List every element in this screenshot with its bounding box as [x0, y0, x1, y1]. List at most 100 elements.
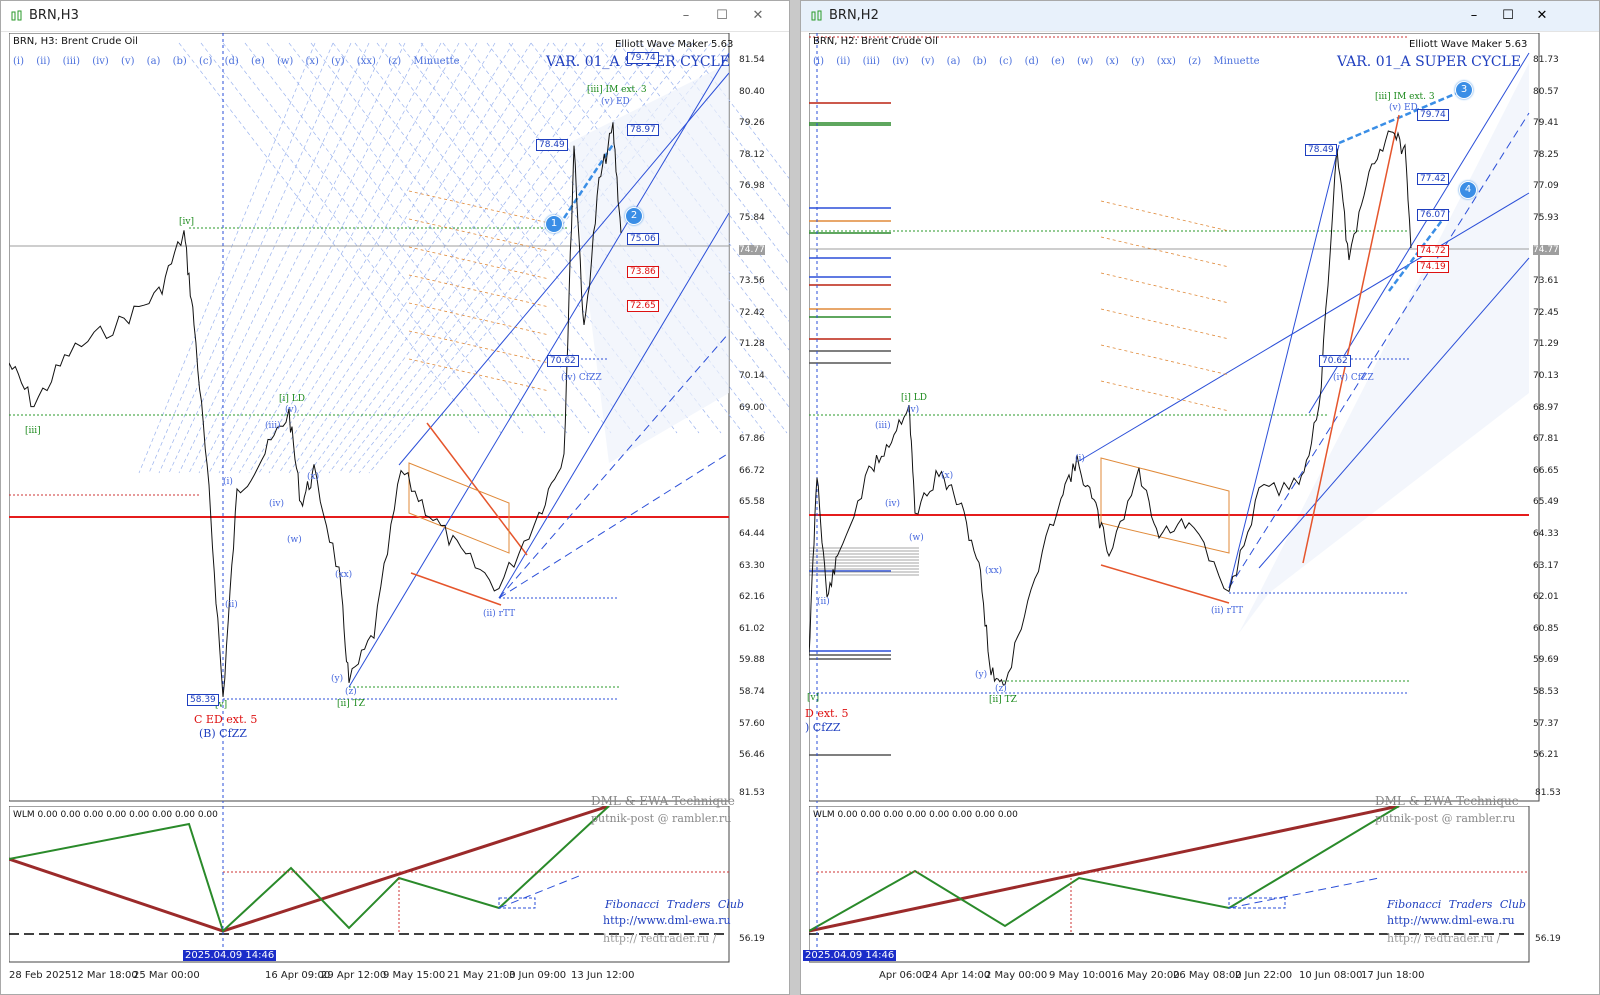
- fib-line: [408, 246, 550, 280]
- wave-button[interactable]: (x): [305, 56, 319, 67]
- fan-line: [248, 42, 514, 474]
- price-tick: 64.44: [739, 529, 765, 539]
- fan-line: [168, 42, 370, 474]
- marker-circle[interactable]: 2: [625, 207, 643, 225]
- wave-button[interactable]: Minuette: [413, 56, 460, 67]
- fan-line: [178, 42, 388, 474]
- price-chart-canvas: [9, 33, 789, 803]
- chart-window-left[interactable]: BRN,H3 – ☐ ✕ BRN, H3: Brent Crude Oil El…: [0, 0, 790, 995]
- price-tick: 79.41: [1533, 118, 1559, 129]
- wave-button[interactable]: (w): [1076, 56, 1094, 67]
- price-chart-canvas: [809, 33, 1540, 803]
- fan-line: [244, 42, 546, 434]
- price-tick: 62.16: [739, 592, 765, 603]
- dml-label: DML & EWA Technique: [591, 794, 735, 808]
- price-tick: 78.25: [1533, 149, 1559, 160]
- price-box: 76.07: [1417, 209, 1449, 221]
- chart-icon: [811, 10, 822, 21]
- time-tick: 25 Mar 00:00: [133, 970, 200, 981]
- wave-label: [ii] TZ: [989, 695, 1017, 705]
- wave-label: C ED ext. 5: [194, 713, 258, 726]
- fan-line: [228, 42, 478, 474]
- wave-button[interactable]: (a): [946, 56, 961, 67]
- fan-line: [222, 42, 524, 434]
- price-tick: 78.12: [739, 149, 765, 160]
- time-tick: 17 Jun 18:00: [1361, 970, 1425, 981]
- close-button[interactable]: ✕: [1536, 8, 1548, 23]
- url-label[interactable]: http:// redtrader.ru /: [603, 932, 717, 945]
- price-tick: 64.33: [1533, 529, 1559, 539]
- wave-button[interactable]: (v): [921, 56, 935, 67]
- maximize-button[interactable]: ☐: [1502, 8, 1514, 23]
- fan-line: [258, 42, 532, 474]
- wave-button[interactable]: (e): [251, 56, 265, 67]
- wave-button[interactable]: Minuette: [1213, 56, 1260, 67]
- wave-button[interactable]: (c): [999, 56, 1013, 67]
- title-bar[interactable]: BRN,H3 – ☐ ✕: [1, 1, 789, 32]
- target-line: [1338, 86, 1470, 145]
- channel-line: [1228, 112, 1530, 589]
- wave-button[interactable]: (z): [388, 56, 402, 67]
- wave-button[interactable]: (v): [121, 56, 135, 67]
- wlm-indicator[interactable]: WLM 0.00 0.00 0.00 0.00 0.00 0.00 0.00 0…: [9, 788, 789, 964]
- url-label[interactable]: http://www.dml-ewa.ru: [603, 914, 731, 927]
- wave-button[interactable]: (z): [1188, 56, 1202, 67]
- wave-button[interactable]: (y): [331, 56, 345, 67]
- price-chart[interactable]: BRN, H2: Brent Crude Oil Elliott Wave Ma…: [805, 33, 1599, 803]
- window-title: BRN,H2: [829, 8, 879, 23]
- marker-circle[interactable]: 4: [1459, 181, 1477, 199]
- channel-line: [1258, 257, 1530, 569]
- wave-button[interactable]: (ii): [36, 56, 51, 67]
- symbol-label: BRN, H2: Brent Crude Oil: [813, 36, 938, 47]
- wave-button[interactable]: (iv): [892, 56, 909, 67]
- title-bar[interactable]: BRN,H2 – ☐ ✕: [801, 1, 1599, 32]
- minimize-button[interactable]: –: [682, 8, 690, 23]
- wave-button[interactable]: (i): [13, 56, 25, 67]
- price-tick: 57.60: [739, 718, 765, 729]
- close-button[interactable]: ✕: [752, 8, 764, 23]
- wave-button[interactable]: (x): [1105, 56, 1119, 67]
- wlm-green: [809, 806, 1400, 932]
- wave-button[interactable]: (b): [972, 56, 987, 67]
- price-tick: 61.02: [739, 623, 765, 634]
- wave-button[interactable]: (c): [199, 56, 213, 67]
- wlm-red: [809, 806, 1400, 933]
- chart-window-right[interactable]: BRN,H2 – ☐ ✕ BRN, H2: Brent Crude Oil El…: [800, 0, 1600, 995]
- fib-line: [1100, 236, 1230, 268]
- red-trend: [1302, 114, 1400, 564]
- wave-button[interactable]: (iii): [862, 56, 880, 67]
- price-series: [9, 122, 622, 697]
- wave-button[interactable]: (e): [1051, 56, 1065, 67]
- sub-trend: [498, 875, 580, 909]
- symbol-label: BRN, H3: Brent Crude Oil: [13, 36, 138, 47]
- wave-button[interactable]: (a): [146, 56, 161, 67]
- wave-buttons[interactable]: (i) (ii) (iii) (iv) (v) (a) (b) (c) (d) …: [813, 56, 1260, 67]
- wave-button[interactable]: (b): [172, 56, 187, 67]
- wlm-green: [9, 806, 610, 933]
- wave-button[interactable]: (xx): [1156, 56, 1176, 67]
- marker-circle[interactable]: 1: [545, 215, 563, 233]
- url-label[interactable]: http:// redtrader.ru /: [1387, 932, 1501, 945]
- time-tick: 2025.04.09 14:46: [183, 950, 277, 961]
- wave-button[interactable]: (d): [224, 56, 239, 67]
- price-box: 72.65: [627, 300, 659, 312]
- price-chart[interactable]: BRN, H3: Brent Crude Oil Elliott Wave Ma…: [9, 33, 789, 803]
- fan-line: [298, 42, 604, 474]
- wave-button[interactable]: (xx): [356, 56, 376, 67]
- wave-button[interactable]: (iv): [92, 56, 109, 67]
- maximize-button[interactable]: ☐: [716, 8, 728, 23]
- wave-button[interactable]: (d): [1024, 56, 1039, 67]
- wave-button[interactable]: (ii): [836, 56, 851, 67]
- wave-label: (w): [909, 533, 924, 543]
- time-tick: 28 Feb 2025: [9, 970, 72, 981]
- wave-buttons[interactable]: (i) (ii) (iii) (iv) (v) (a) (b) (c) (d) …: [13, 56, 460, 67]
- wave-button[interactable]: (iii): [62, 56, 80, 67]
- marker-circle[interactable]: 3: [1455, 81, 1473, 99]
- sub-frame: [9, 806, 730, 963]
- url-label[interactable]: http://www.dml-ewa.ru: [1387, 914, 1515, 927]
- wlm-indicator[interactable]: WLM 0.00 0.00 0.00 0.00 0.00 0.00 0.00 0…: [809, 788, 1599, 964]
- wave-button[interactable]: (w): [276, 56, 294, 67]
- wave-button[interactable]: (i): [813, 56, 825, 67]
- minimize-button[interactable]: –: [1470, 8, 1478, 23]
- wave-button[interactable]: (y): [1131, 56, 1145, 67]
